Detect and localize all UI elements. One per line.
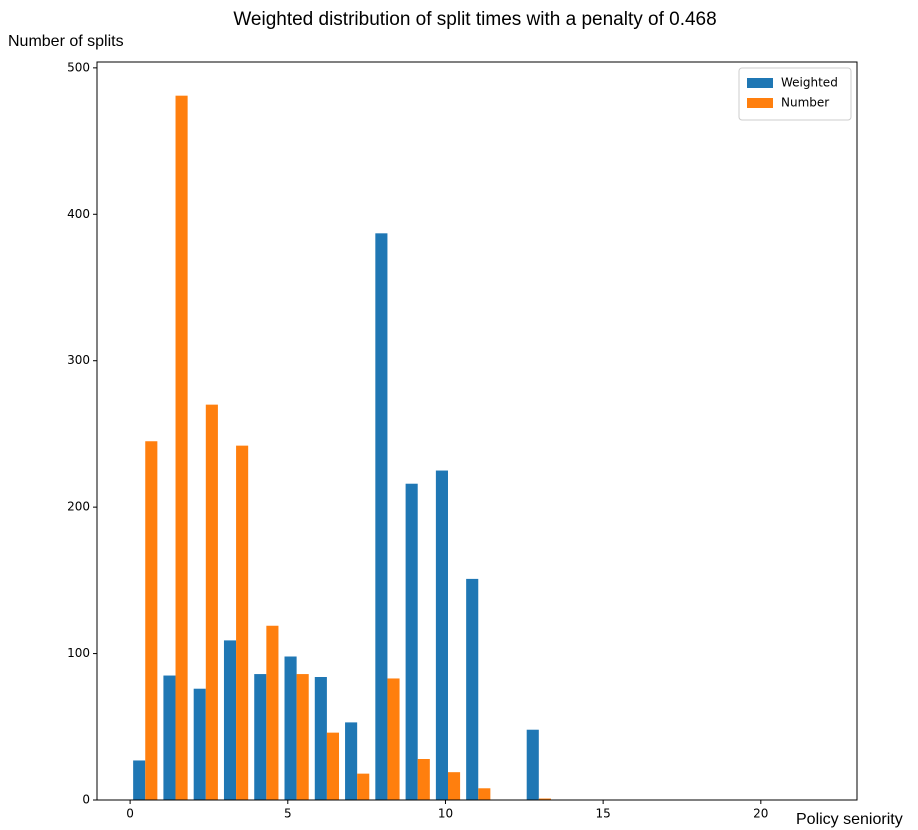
bar [345,722,358,800]
bar [205,404,218,800]
bar [314,677,327,800]
x-tick-label: 0 [126,807,134,821]
bar [357,773,370,800]
x-tick-label: 10 [438,807,453,821]
bar [387,678,400,800]
bar [266,625,279,800]
legend-label: Number [781,96,829,110]
bar [236,445,249,800]
x-tick-label: 5 [284,807,292,821]
bar [193,688,206,800]
bar [145,441,158,800]
legend-swatch [747,78,773,88]
y-axis-label: Number of splits [8,33,124,50]
bar [223,640,237,800]
bar [538,798,551,800]
y-tick-label: 0 [82,793,90,807]
y-tick-label: 300 [67,353,90,367]
y-tick-label: 100 [67,646,90,660]
bar [447,772,461,800]
bar [405,483,418,800]
bar [417,759,430,800]
bar [375,233,388,801]
bar [175,95,188,800]
bar [254,674,267,800]
bar [526,729,539,800]
y-tick-label: 400 [67,207,90,221]
chart-title: Weighted distribution of split times wit… [233,9,716,30]
y-tick-label: 200 [67,500,90,514]
bar [326,732,340,800]
bar [466,578,479,800]
bar [163,675,176,800]
bar [133,760,146,800]
x-tick-label: 20 [753,807,768,821]
x-axis-label: Policy seniority [796,811,903,828]
bar [478,788,491,800]
bar [284,656,297,800]
legend-swatch [747,98,773,108]
plot-frame [96,61,858,801]
legend-label: Weighted [781,76,838,90]
bar [296,674,309,800]
bar [435,470,448,800]
y-tick-label: 500 [67,60,90,74]
x-tick-label: 15 [596,807,611,821]
